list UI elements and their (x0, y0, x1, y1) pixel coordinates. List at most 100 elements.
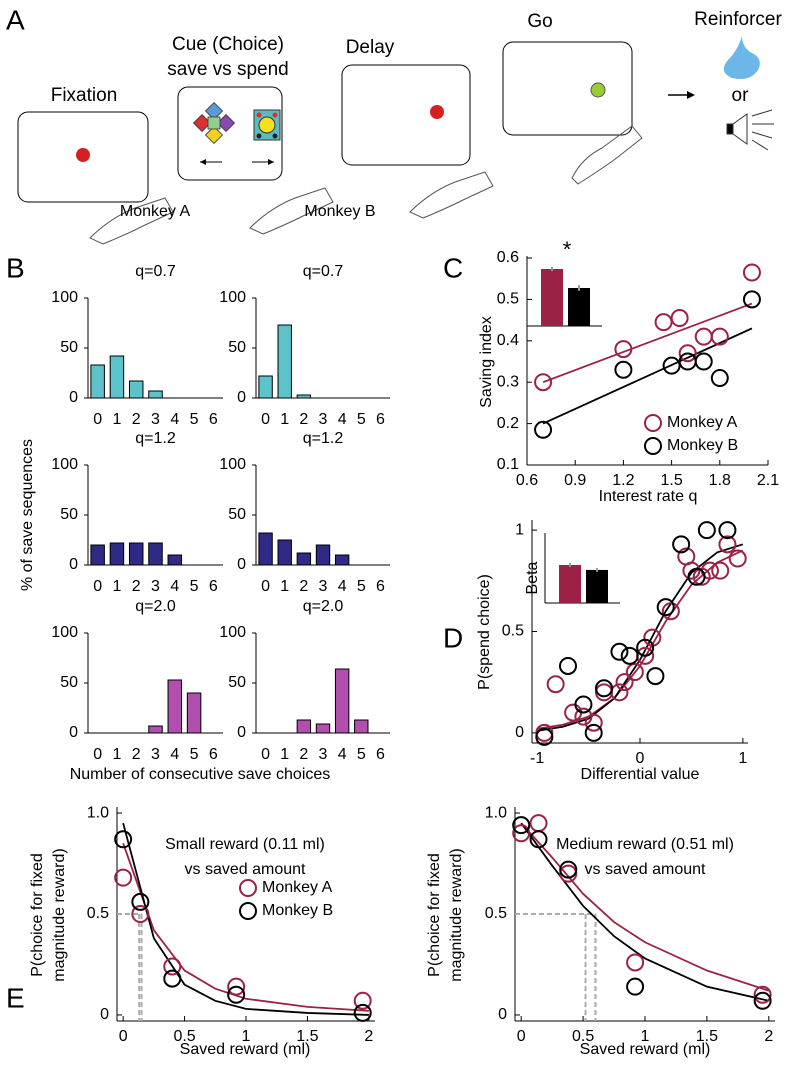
data-point (595, 683, 613, 702)
data-point (584, 723, 603, 742)
x-axis-label: Interest rate q (599, 488, 698, 505)
bar (167, 679, 183, 734)
data-point (574, 707, 593, 726)
y-tick-label: 0.2 (497, 415, 519, 432)
bar (148, 542, 163, 566)
x-tick-label: 3 (151, 411, 160, 428)
data-point (697, 521, 716, 540)
x-tick-label: 0.5 (572, 1028, 594, 1045)
y-tick-label: 1.0 (485, 804, 507, 821)
x-tick-label: 1 (738, 750, 747, 767)
fit-line (520, 822, 770, 1002)
data-point (682, 561, 701, 580)
chart-title: q=2.0 (303, 598, 344, 615)
legend-label: Monkey B (262, 902, 333, 919)
arrow-head (268, 159, 274, 165)
screen (17, 111, 149, 203)
significance: * (563, 237, 572, 262)
data-point (584, 713, 603, 732)
x-tick-label: 1.2 (612, 472, 634, 489)
bar (186, 692, 202, 734)
data-point (710, 327, 729, 346)
y-tick-label: 0.5 (502, 623, 524, 640)
data-point (718, 535, 737, 554)
x-tick-label: 0.5 (173, 1028, 195, 1045)
or-label: or (732, 85, 750, 106)
y-axis-label: Beta (524, 561, 541, 594)
data-point (711, 561, 730, 580)
fit-line (520, 822, 770, 992)
y-axis-label: P(choice for fixed (426, 853, 443, 977)
fit-line (542, 302, 753, 384)
x-axis-label: Number of consecutive save choices (70, 766, 331, 783)
legend-marker (239, 902, 257, 920)
x-tick-label: 3 (319, 746, 328, 763)
y-tick-label: 1 (515, 521, 524, 538)
bar (148, 725, 163, 734)
bar (296, 719, 312, 734)
juice-drop (723, 36, 760, 79)
chart-title: Medium reward (0.51 ml) (556, 836, 734, 853)
fixation-dot (430, 105, 444, 119)
legend-marker (644, 414, 662, 432)
bar (148, 390, 163, 399)
data-point (546, 675, 565, 694)
x-tick-label: 6 (376, 578, 385, 595)
x-tick-label: 0 (261, 578, 270, 595)
x-tick-label: 4 (170, 746, 179, 763)
data-point (614, 340, 633, 359)
y-tick-label: 0 (237, 556, 246, 573)
data-point (662, 356, 681, 375)
inset-bar (541, 269, 563, 326)
legend-label: Monkey A (262, 879, 333, 896)
x-tick-label: 5 (357, 578, 366, 595)
x-tick-label: 1 (280, 578, 289, 595)
x-tick-label: 6 (209, 746, 218, 763)
data-point (163, 969, 182, 988)
chart-title: q=0.7 (303, 263, 344, 280)
data-point (615, 673, 634, 692)
y-axis-label: P(choice for fixed (29, 853, 46, 977)
x-tick-label: 0 (119, 1028, 128, 1045)
x-tick-label: 5 (190, 578, 199, 595)
x-tick-label: 0 (261, 411, 270, 428)
bar (277, 539, 292, 566)
data-point (534, 420, 553, 439)
inset-bar (559, 565, 581, 603)
x-axis-label: Saved reward (ml) (180, 1041, 311, 1058)
data-point (742, 263, 761, 282)
spend-cue (253, 109, 281, 141)
x-tick-label: 0.9 (564, 472, 586, 489)
data-point (114, 868, 133, 887)
x-tick-label: 5 (190, 746, 199, 763)
x-tick-label: 6 (209, 578, 218, 595)
legend-marker (239, 879, 257, 897)
bar (258, 375, 273, 399)
y-tick-label: 0.5 (87, 905, 109, 922)
y-tick-label: 0.3 (497, 373, 519, 390)
data-point (636, 638, 655, 657)
data-point (620, 646, 639, 665)
y-tick-label: 0.6 (497, 249, 519, 266)
y-tick-label: 0 (515, 724, 524, 741)
y-tick-label: 100 (219, 456, 246, 473)
x-tick-label: 3 (151, 746, 160, 763)
bar (296, 394, 312, 399)
x-tick-label: 5 (357, 411, 366, 428)
bar (109, 355, 125, 399)
stage-label: Fixation (51, 85, 118, 106)
stage-label: Go (527, 11, 552, 32)
y-tick-label: 50 (60, 339, 78, 356)
chart-title: q=0.7 (135, 263, 176, 280)
x-tick-label: 0 (93, 578, 102, 595)
fit-line (537, 543, 744, 732)
data-point (353, 1003, 372, 1022)
chart-title: q=1.2 (135, 430, 176, 447)
data-point (529, 830, 548, 849)
y-tick-label: 50 (228, 506, 246, 523)
y-axis-label: % of save sequences (19, 439, 36, 591)
panel-letter: B (6, 252, 25, 283)
y-tick-label: 0 (69, 556, 78, 573)
y-tick-label: 50 (228, 339, 246, 356)
data-point (753, 985, 772, 1004)
